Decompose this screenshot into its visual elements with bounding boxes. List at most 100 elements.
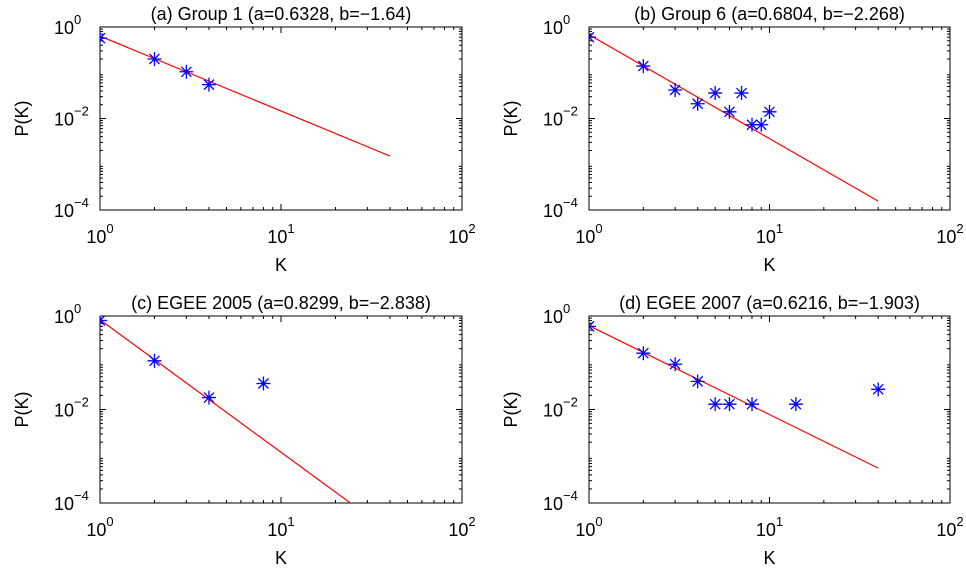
chart-3-y-tick-exp: −4	[74, 488, 89, 503]
chart-4-title: (d) EGEE 2007 (a=0.6216, b=−1.903)	[619, 293, 920, 313]
chart-3-data-point	[256, 376, 271, 391]
chart-2-y-tick-base: 10	[543, 201, 563, 221]
chart-3-y-tick-base: 10	[54, 401, 74, 421]
chart-1-y-tick-label: 10−2	[54, 104, 89, 130]
chart-2-x-tick-base: 10	[936, 227, 956, 247]
chart-1-x-tick-exp: 0	[106, 221, 113, 236]
chart-3-y-tick-label: 100	[54, 301, 81, 327]
chart-2-y-axis-label: P(K)	[501, 101, 521, 137]
chart-2-fit-line	[589, 34, 879, 202]
chart-4-y-tick-exp: −2	[563, 395, 578, 410]
chart-2: (b) Group 6 (a=0.6804, b=−2.268)100 101 10…	[501, 4, 964, 275]
chart-4-fit-line	[589, 325, 879, 469]
chart-1-y-axis-label: P(K)	[12, 101, 32, 137]
chart-1-x-tick-base: 10	[86, 227, 106, 247]
chart-4-data-point	[745, 397, 760, 412]
chart-1-fit-line	[100, 35, 391, 157]
chart-1-y-tick-exp: 0	[74, 12, 81, 27]
chart-4-data-point	[668, 357, 683, 372]
chart-1-data-point	[179, 64, 194, 79]
chart-3-x-tick-base: 10	[448, 520, 468, 540]
chart-3-fit-line	[100, 319, 351, 503]
chart-3-x-tick-label: 100	[86, 514, 113, 540]
chart-3-x-tick-label: 101	[267, 514, 294, 540]
chart-2-data-point	[708, 86, 723, 101]
chart-4-data-point	[589, 319, 596, 334]
chart-1-y-tick-exp: −4	[74, 195, 89, 210]
chart-2-y-tick-label: 10−2	[543, 104, 578, 130]
chart-1-title: (a) Group 1 (a=0.6328, b=−1.64)	[151, 4, 412, 24]
chart-1-x-tick-base: 10	[448, 227, 468, 247]
chart-2-data-point	[690, 96, 705, 111]
chart-3-y-axis-label: P(K)	[12, 392, 32, 428]
chart-2-y-tick-label: 10−4	[543, 195, 578, 221]
chart-1-x-tick-label: 101	[267, 221, 294, 247]
chart-1-y-tick-exp: −2	[74, 104, 89, 119]
chart-4-x-tick-base: 10	[936, 520, 956, 540]
chart-4-x-tick-exp: 0	[595, 514, 602, 529]
chart-3-data-point	[147, 353, 162, 368]
chart-1-x-tick-label: 102	[448, 221, 475, 247]
chart-1-x-tick-exp: 1	[287, 221, 294, 236]
chart-2-x-tick-label: 101	[756, 221, 783, 247]
chart-4-y-tick-base: 10	[543, 401, 563, 421]
chart-4-data-point	[788, 397, 803, 412]
chart-4-data-point	[871, 382, 886, 397]
chart-2-y-tick-base: 10	[543, 18, 563, 38]
chart-2-data-point	[722, 104, 737, 119]
chart-2-data-point	[734, 86, 749, 101]
chart-4-y-tick-label: 10−4	[543, 488, 578, 514]
chart-2-y-tick-exp: −2	[563, 104, 578, 119]
chart-3-x-tick-exp: 2	[468, 514, 475, 529]
chart-4-y-tick-exp: −4	[563, 488, 578, 503]
chart-1-x-axis-label: K	[275, 255, 287, 275]
chart-2-y-tick-exp: −4	[563, 195, 578, 210]
chart-3-plot-area	[100, 316, 351, 503]
chart-3-x-tick-exp: 1	[287, 514, 294, 529]
chart-1-y-tick-label: 100	[54, 12, 81, 38]
chart-4-y-axis-label: P(K)	[501, 392, 521, 428]
chart-2-title: (b) Group 6 (a=0.6804, b=−2.268)	[634, 4, 905, 24]
chart-1-data-point	[201, 77, 216, 92]
chart-1-data-point	[147, 51, 162, 66]
chart-3-y-tick-label: 10−2	[54, 395, 89, 421]
chart-4-plot-area	[589, 319, 886, 469]
chart-2-data-point	[636, 59, 651, 74]
chart-3: (c) EGEE 2005 (a=0.8299, b=−2.838)100 101…	[12, 293, 476, 568]
chart-2-x-axis-label: K	[763, 255, 775, 275]
chart-2-data-point	[745, 117, 760, 132]
chart-3-x-tick-base: 10	[267, 520, 287, 540]
chart-2-x-tick-label: 102	[936, 221, 963, 247]
chart-3-title: (c) EGEE 2005 (a=0.8299, b=−2.838)	[131, 293, 431, 313]
chart-1-data-point	[100, 31, 107, 46]
chart-4-y-tick-base: 10	[543, 494, 563, 514]
chart-4: (d) EGEE 2007 (a=0.6216, b=−1.903)100 101…	[501, 293, 964, 568]
chart-4-y-tick-base: 10	[543, 307, 563, 327]
chart-2-y-tick-base: 10	[543, 110, 563, 130]
chart-4-x-tick-exp: 1	[776, 514, 783, 529]
chart-4-x-tick-base: 10	[575, 520, 595, 540]
chart-2-data-point	[589, 30, 596, 45]
chart-1-y-tick-base: 10	[54, 110, 74, 130]
chart-3-x-axis-label: K	[275, 548, 287, 568]
chart-4-data-point	[690, 374, 705, 389]
chart-4-data-point	[722, 397, 737, 412]
chart-1-x-tick-label: 100	[86, 221, 113, 247]
chart-3-x-tick-label: 102	[448, 514, 475, 540]
chart-4-x-axis-label: K	[763, 548, 775, 568]
chart-4-x-tick-exp: 2	[956, 514, 963, 529]
chart-3-y-tick-exp: −2	[74, 395, 89, 410]
chart-4-x-tick-label: 100	[575, 514, 602, 540]
chart-3-x-tick-base: 10	[86, 520, 106, 540]
chart-1-x-tick-exp: 2	[468, 221, 475, 236]
chart-4-x-tick-base: 10	[756, 520, 776, 540]
chart-3-y-tick-base: 10	[54, 494, 74, 514]
chart-2-data-point	[754, 117, 769, 132]
chart-1-y-tick-base: 10	[54, 18, 74, 38]
chart-2-x-tick-exp: 2	[956, 221, 963, 236]
chart-2-x-tick-label: 100	[575, 221, 602, 247]
chart-4-y-tick-label: 10−2	[543, 395, 578, 421]
chart-2-x-tick-exp: 1	[776, 221, 783, 236]
chart-1: (a) Group 1 (a=0.6328, b=−1.64)100 101 102…	[12, 4, 476, 275]
